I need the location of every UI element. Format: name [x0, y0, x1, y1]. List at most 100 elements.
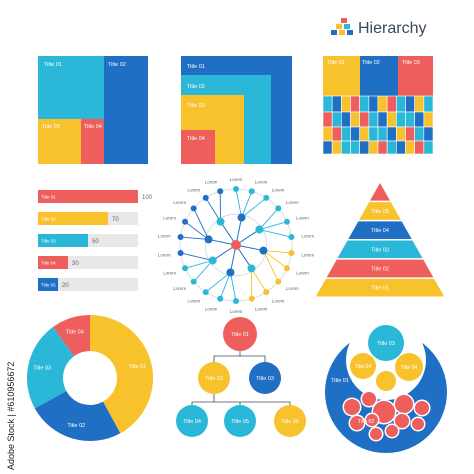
radial-node — [248, 188, 255, 195]
radial-node — [275, 205, 282, 212]
tree-node-label: Title 06 — [281, 419, 299, 425]
radial-link — [241, 191, 253, 218]
column-cell — [350, 95, 360, 113]
radial-link — [184, 221, 209, 240]
pack-label: Title 02 — [358, 419, 374, 425]
column-cell — [377, 126, 388, 142]
radial-node — [288, 249, 295, 256]
radial-link — [205, 272, 231, 293]
column-cell — [396, 126, 406, 142]
radial-link — [205, 197, 221, 222]
radial-link — [263, 250, 279, 282]
nested-squares-chart: Title 01 Title 02 Title 03 Title 04 — [181, 56, 292, 164]
radial-node-label: Lorem — [272, 299, 285, 304]
column-cell — [322, 140, 333, 155]
bar-value: 70 — [112, 217, 119, 223]
bar — [38, 234, 88, 247]
pack-circle — [368, 325, 404, 361]
pyramid-label: Title 01 — [371, 286, 389, 292]
column-cell — [405, 111, 415, 128]
pyramid-level — [348, 221, 412, 239]
pyramid-level — [315, 278, 445, 297]
pack-circle — [362, 392, 376, 406]
column-cell — [341, 140, 351, 155]
org-tree-diagram: Title 01 Title 02 Title 03 Title 04 Title 05… — [176, 317, 306, 437]
watermark-text: Adobe Stock | #610956672 — [6, 362, 16, 470]
radial-node — [202, 194, 209, 201]
radial-node — [226, 268, 235, 277]
pack-circle — [370, 428, 382, 440]
column-cell — [386, 95, 397, 113]
radial-node — [247, 264, 256, 273]
radial-link — [184, 260, 213, 269]
column-cell — [360, 56, 398, 96]
radial-node — [202, 289, 209, 296]
pyramid-label: Title 04 — [371, 228, 389, 234]
bar-label: Title 02 — [41, 217, 56, 222]
treemap-label: Title 02 — [108, 62, 126, 68]
radial-link — [180, 236, 209, 240]
column-cell — [341, 111, 351, 128]
radial-center-node — [231, 240, 241, 250]
radial-node — [216, 217, 225, 226]
column-cell — [405, 126, 415, 142]
column-cell — [331, 140, 342, 155]
pack-circle — [350, 353, 376, 379]
treemap-label: Title 01 — [44, 62, 62, 68]
hierarchy-logo-icon — [331, 18, 353, 35]
column-cell — [331, 111, 342, 128]
radial-network-diagram: Lorem Lorem Lorem Lorem Lorem Lorem Lorem Lorem… — [158, 177, 314, 314]
treemap-cell-02 — [104, 56, 148, 164]
column-cell — [377, 140, 388, 155]
nested-label: Title 04 — [187, 136, 205, 142]
radial-node — [217, 188, 224, 195]
radial-node — [263, 289, 270, 296]
radial-node — [217, 295, 224, 302]
pyramid-level — [359, 202, 401, 220]
bar-label: Title 03 — [41, 239, 56, 244]
pack-circle — [350, 416, 364, 430]
radial-node-label: Lorem — [205, 180, 218, 185]
radial-link — [259, 208, 279, 230]
radial-node — [255, 225, 264, 234]
pack-circle — [386, 425, 398, 437]
tree-node-label: Title 05 — [231, 419, 249, 425]
tree-node — [274, 405, 306, 437]
column-cell — [423, 95, 434, 113]
radial-node-label: Lorem — [163, 216, 176, 221]
tree-node-label: Title 01 — [231, 332, 249, 338]
radial-node — [263, 194, 270, 201]
bar — [38, 212, 108, 225]
column-cell — [377, 111, 388, 128]
column-cell — [323, 56, 360, 96]
radial-node-label: Lorem — [230, 177, 243, 182]
radial-node — [288, 234, 295, 241]
column-cell — [396, 140, 406, 155]
column-cell — [423, 126, 434, 142]
radial-link — [235, 188, 243, 218]
bar-track — [38, 278, 138, 291]
radial-node-label: Lorem — [188, 187, 201, 192]
column-cell — [350, 126, 360, 142]
column-cell — [350, 111, 360, 128]
pack-circle — [412, 418, 424, 430]
column-cell — [386, 140, 397, 155]
radial-link — [193, 208, 209, 240]
column-label: Title 02 — [362, 60, 380, 66]
column-cell — [331, 126, 342, 142]
donut-slice — [52, 315, 90, 357]
tree-node — [198, 362, 230, 394]
radial-node-label: Lorem — [173, 200, 186, 205]
radial-node — [177, 234, 184, 241]
column-cell — [377, 95, 388, 113]
nested-label: Title 03 — [187, 103, 205, 109]
radial-node — [283, 265, 290, 272]
bar — [38, 278, 58, 291]
tree-connector — [213, 351, 241, 362]
column-cell — [396, 111, 406, 128]
column-cell — [414, 111, 425, 128]
tree-node-label: Title 04 — [183, 419, 201, 425]
radial-node — [275, 278, 282, 285]
tree-connector — [191, 394, 215, 405]
